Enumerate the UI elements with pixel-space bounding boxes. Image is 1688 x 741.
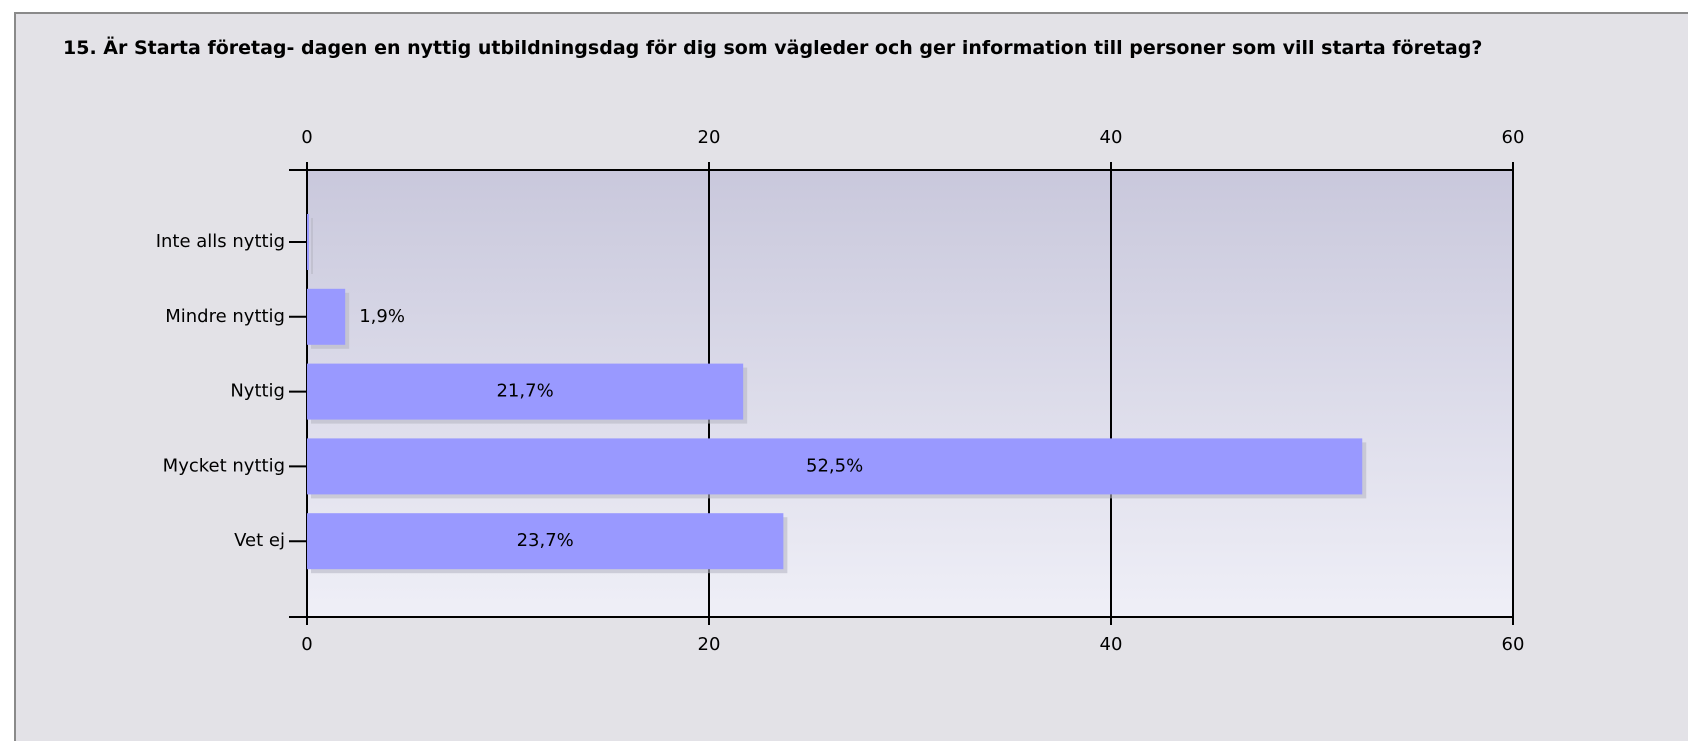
y-tick-label: Inte alls nyttig [156,231,285,252]
chart-title: 15. Är Starta företag- dagen en nyttig u… [63,37,1483,59]
bar [307,513,784,570]
y-tick-label: Vet ej [234,530,285,551]
x-tick-label: 60 [1502,127,1525,148]
value-label: 1,9% [359,306,405,327]
bar-shadow [311,218,313,274]
x-tick-label: 20 [698,127,721,148]
value-label: 21,7% [496,381,553,402]
value-label: 23,7% [517,530,574,551]
x-tick-label: 20 [698,634,721,655]
y-tick-label: Mindre nyttig [165,306,285,327]
value-label: 52,5% [806,455,863,476]
x-tick-label: 40 [1100,127,1123,148]
y-tick-label: Mycket nyttig [163,455,285,476]
bar [307,288,346,345]
x-tick-label: 40 [1100,634,1123,655]
bar [307,363,744,420]
x-tick-label: 0 [301,127,312,148]
bar [307,438,1363,495]
x-tick-label: 0 [301,634,312,655]
bar [307,214,309,270]
y-tick-label: Nyttig [230,381,285,402]
x-tick-label: 60 [1502,634,1525,655]
